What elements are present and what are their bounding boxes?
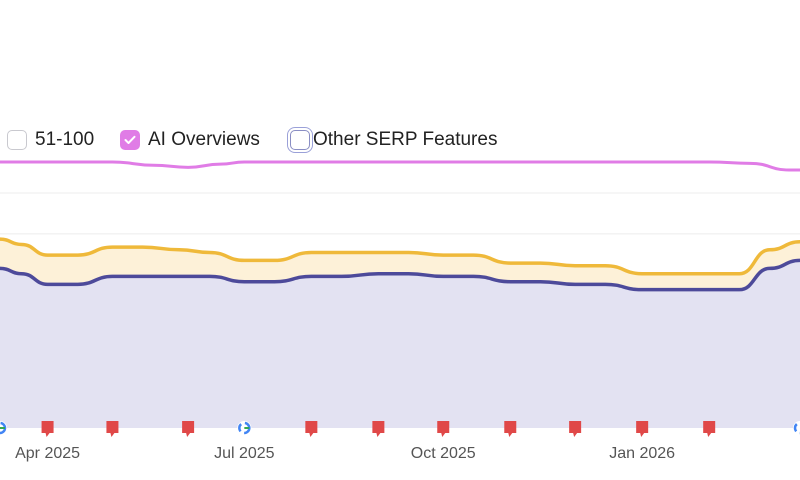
flag-marker-icon — [703, 421, 716, 437]
checkmark-icon — [124, 135, 136, 144]
line-top-series — [0, 237, 800, 276]
checkbox-51-100[interactable] — [7, 130, 27, 150]
x-tick-label: Apr 2025 — [15, 445, 80, 462]
flag-marker-icon — [569, 421, 582, 437]
legend-item-ai-overviews[interactable]: AI Overviews — [120, 129, 260, 151]
x-tick-label: Oct 2025 — [411, 445, 476, 462]
x-tick-label: Jan 2026 — [609, 445, 675, 462]
area-mid-series — [0, 260, 800, 428]
legend-label-other-serp-features: Other SERP Features — [313, 129, 498, 150]
flag-marker-icon — [106, 421, 119, 437]
flag-marker-icon — [182, 421, 195, 437]
flag-marker-icon — [41, 421, 54, 437]
flag-marker-icon — [305, 421, 318, 437]
line-mid-series — [0, 258, 800, 292]
legend-label-51-100: 51-100 — [35, 129, 95, 150]
flag-marker-icon — [372, 421, 385, 437]
google-marker-bg — [793, 421, 800, 435]
legend-label-ai-overviews: AI Overviews — [148, 129, 260, 150]
flag-marker-icon — [504, 421, 517, 437]
x-tick-label: Jul 2025 — [214, 445, 275, 462]
google-update-icon — [793, 421, 800, 435]
flag-marker-icon — [636, 421, 649, 437]
flag-marker-icon — [437, 421, 450, 437]
line-ai-overviews — [0, 160, 800, 172]
legend-item-51-100[interactable]: 51-100 — [7, 129, 94, 151]
legend-item-other-serp-features[interactable]: Other SERP Features — [290, 129, 497, 151]
checkbox-ai-overviews[interactable] — [120, 130, 140, 150]
checkbox-other-serp-features[interactable] — [290, 130, 310, 150]
